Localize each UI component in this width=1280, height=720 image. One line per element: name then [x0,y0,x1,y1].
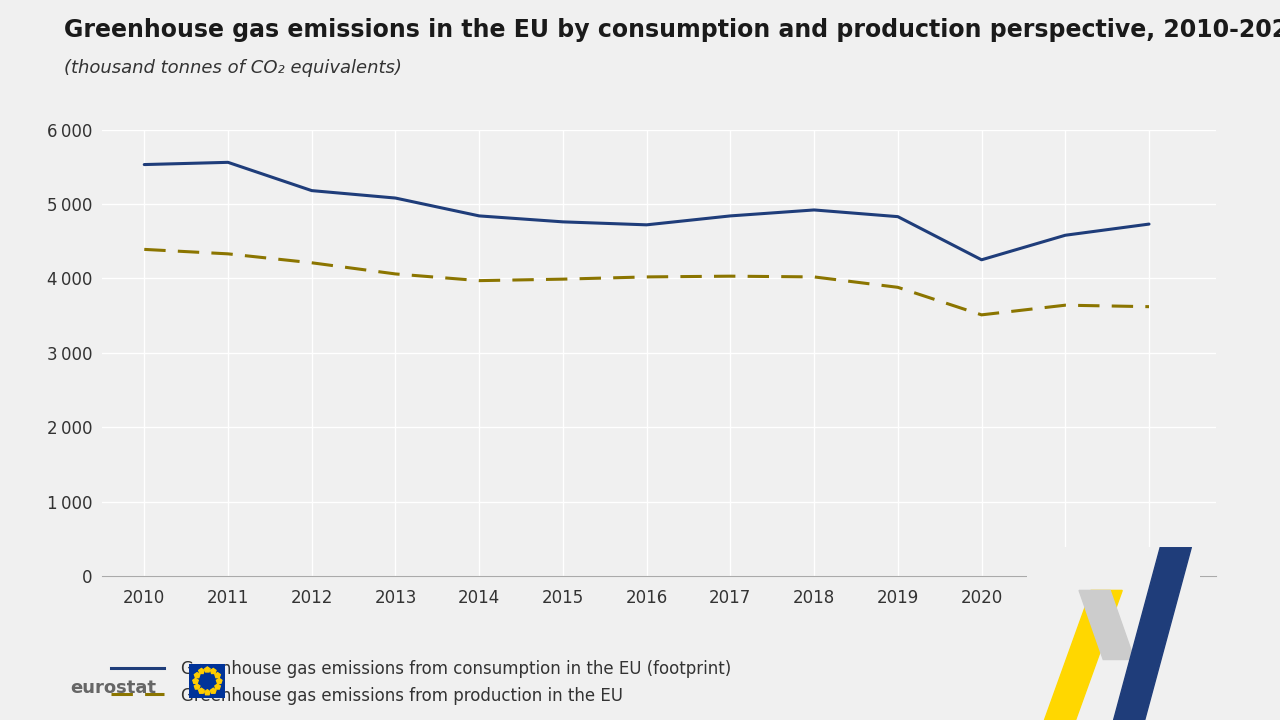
Polygon shape [215,672,220,678]
Polygon shape [1114,547,1192,720]
Polygon shape [193,678,198,683]
Polygon shape [210,668,216,673]
Polygon shape [195,672,200,678]
Polygon shape [205,667,210,672]
Polygon shape [215,684,220,689]
Polygon shape [198,668,205,673]
Polygon shape [210,688,216,693]
Polygon shape [1079,590,1134,660]
Text: (thousand tonnes of CO₂ equivalents): (thousand tonnes of CO₂ equivalents) [64,59,402,77]
Polygon shape [205,690,210,695]
Polygon shape [198,688,205,693]
Polygon shape [1044,590,1123,720]
Text: eurostat: eurostat [70,678,156,697]
Legend: Greenhouse gas emissions from consumption in the EU (footprint), Greenhouse gas : Greenhouse gas emissions from consumptio… [111,660,731,705]
Polygon shape [216,678,221,683]
Polygon shape [195,684,200,689]
Text: Greenhouse gas emissions in the EU by consumption and production perspective, 20: Greenhouse gas emissions in the EU by co… [64,18,1280,42]
